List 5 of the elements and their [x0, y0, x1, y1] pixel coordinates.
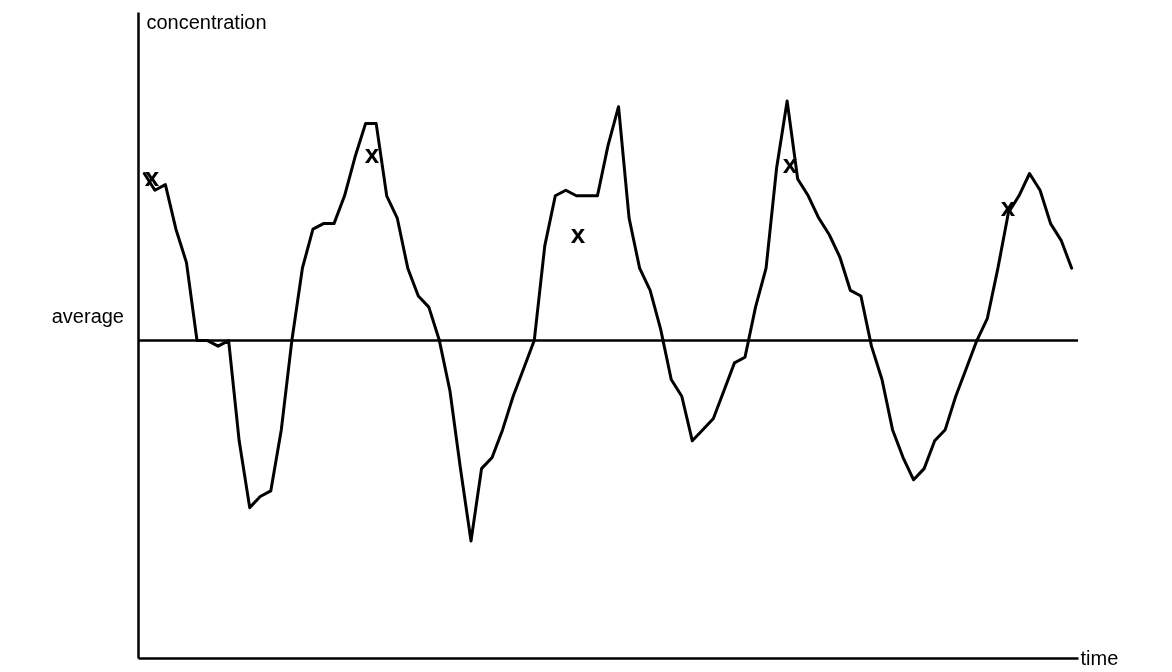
ref-line-label: average [51, 304, 124, 327]
x-axis-title: time [1080, 646, 1119, 669]
annotation: x [364, 139, 380, 169]
annotation: x [570, 219, 586, 249]
y-axis-title: concentration [146, 10, 267, 33]
